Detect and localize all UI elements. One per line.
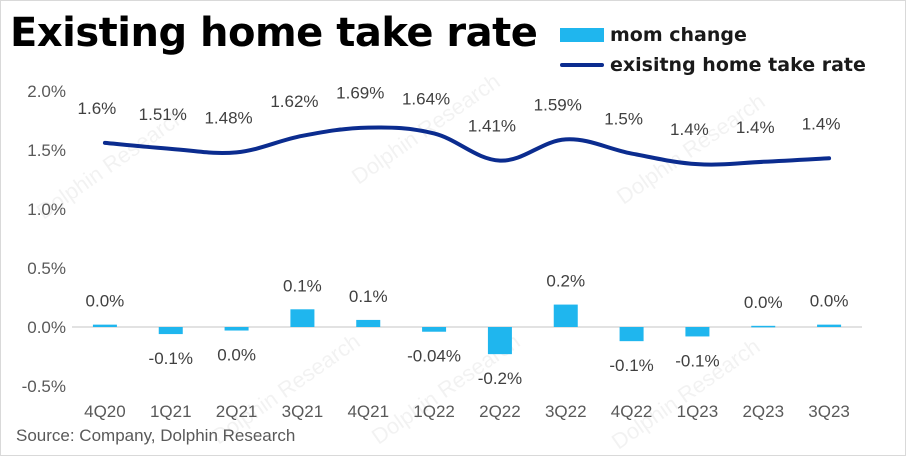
legend-item-bar: mom change xyxy=(560,20,866,50)
y-tick-label: 1.0% xyxy=(27,200,66,219)
x-tick-label: 3Q22 xyxy=(545,402,587,421)
series-line xyxy=(102,125,832,167)
bar xyxy=(553,304,578,327)
bar xyxy=(487,327,512,355)
bar-data-label: 0.1% xyxy=(349,287,388,306)
bar xyxy=(685,327,710,337)
legend-label-line: exisitng home take rate xyxy=(610,54,866,76)
bar xyxy=(422,327,447,332)
x-tick-label: 1Q23 xyxy=(677,402,719,421)
legend-item-line: exisitng home take rate xyxy=(560,50,866,80)
line-data-label: 1.5% xyxy=(604,110,643,129)
line-data-label: 1.4% xyxy=(736,118,775,137)
x-tick-label: 2Q21 xyxy=(216,402,258,421)
bar-data-label: 0.2% xyxy=(546,272,585,291)
bar xyxy=(817,324,842,327)
bar xyxy=(356,319,381,327)
x-tick-label: 4Q21 xyxy=(347,402,389,421)
y-tick-label: 0.0% xyxy=(27,318,66,337)
line-data-label: 1.51% xyxy=(139,105,187,124)
y-tick-label: 1.5% xyxy=(27,141,66,160)
legend: mom change exisitng home take rate xyxy=(560,20,866,80)
chart-title: Existing home take rate xyxy=(10,10,538,56)
bar-data-label: -0.04% xyxy=(407,347,461,366)
x-tick-label: 4Q22 xyxy=(611,402,653,421)
x-tick-label: 3Q23 xyxy=(808,402,850,421)
line-data-label: 1.59% xyxy=(534,95,582,114)
bar-data-label: 0.0% xyxy=(217,346,256,365)
x-tick-label: 4Q20 xyxy=(84,402,126,421)
bar-data-label: -0.2% xyxy=(478,369,522,388)
bar xyxy=(224,327,249,331)
bar xyxy=(158,327,183,335)
source-note: Source: Company, Dolphin Research xyxy=(16,426,296,445)
y-tick-label: 2.0% xyxy=(27,82,66,101)
x-tick-label: 3Q21 xyxy=(282,402,324,421)
x-tick-label: 1Q21 xyxy=(150,402,192,421)
line-data-label: 1.48% xyxy=(204,108,252,127)
bar xyxy=(92,324,117,327)
line-data-label: 1.4% xyxy=(802,114,841,133)
legend-swatch-line xyxy=(560,63,604,67)
legend-label-bar: mom change xyxy=(610,24,747,46)
watermark-text: Dolphin Research xyxy=(612,88,770,209)
y-tick-label: -0.5% xyxy=(22,377,66,396)
bar-data-label: -0.1% xyxy=(149,349,193,368)
bar-data-label: 0.1% xyxy=(283,276,322,295)
line-data-label: 1.64% xyxy=(402,89,450,108)
line-data-label: 1.41% xyxy=(468,117,516,136)
bar-data-label: -0.1% xyxy=(609,356,653,375)
line-data-label: 1.62% xyxy=(270,92,318,111)
x-tick-label: 2Q22 xyxy=(479,402,521,421)
bar-data-label: 0.0% xyxy=(744,293,783,312)
line-data-label: 1.4% xyxy=(670,120,709,139)
bar xyxy=(751,325,776,328)
bar-data-label: 0.0% xyxy=(810,292,849,311)
bar-data-label: -0.1% xyxy=(675,351,719,370)
bar xyxy=(290,309,315,327)
x-tick-label: 2Q23 xyxy=(742,402,784,421)
bar xyxy=(619,327,644,342)
x-tick-label: 1Q22 xyxy=(413,402,455,421)
line-data-label: 1.6% xyxy=(78,99,117,118)
bar-data-label: 0.0% xyxy=(86,292,125,311)
legend-swatch-bar xyxy=(560,28,604,42)
y-tick-label: 0.5% xyxy=(27,259,66,278)
line-data-label: 1.69% xyxy=(336,84,384,103)
